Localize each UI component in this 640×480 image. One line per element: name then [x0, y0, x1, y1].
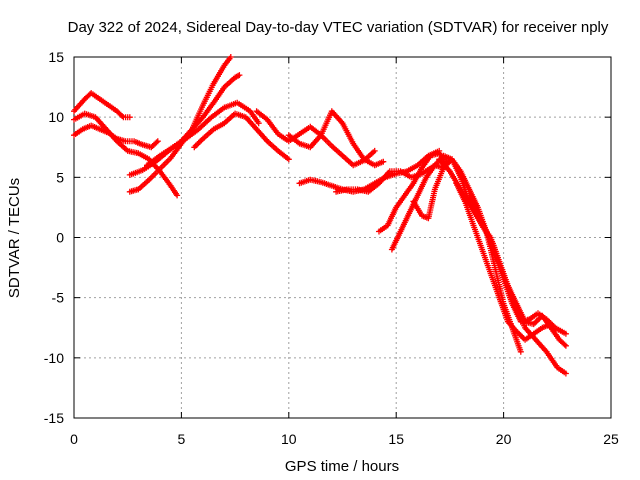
axis-ticks — [73, 56, 612, 419]
data-point-markers — [144, 99, 262, 169]
data-point-markers — [191, 110, 292, 163]
data-point-markers — [410, 156, 524, 355]
x-tick-label: 0 — [70, 431, 78, 447]
data-point-markers — [71, 90, 133, 121]
x-tick-label: 20 — [496, 431, 512, 447]
y-tick-label: 15 — [48, 49, 64, 65]
y-tick-label: -10 — [44, 350, 64, 366]
x-tick-label: 5 — [178, 431, 186, 447]
x-axis-label: GPS time / hours — [285, 458, 399, 475]
x-tick-label: 15 — [388, 431, 404, 447]
y-tick-labels: -15 -10 -5 0 5 10 15 — [44, 49, 64, 426]
data-point-markers — [453, 180, 554, 343]
data-series-track-n — [410, 156, 524, 355]
grid-lines — [74, 57, 611, 418]
data-series-track-e — [126, 72, 243, 178]
data-points — [71, 54, 569, 377]
data-point-markers — [466, 192, 569, 337]
data-point-markers — [285, 108, 387, 169]
x-tick-labels: 0 5 10 15 20 25 — [70, 431, 619, 447]
data-series-track-g — [191, 110, 292, 163]
y-tick-label: 10 — [48, 109, 64, 125]
y-axis-label: SDTVAR / TECUs — [6, 178, 23, 298]
data-series-track-q — [466, 192, 569, 337]
data-series-track-p — [453, 180, 554, 343]
x-tick-label: 25 — [603, 431, 619, 447]
data-series-track-r — [479, 222, 569, 349]
data-point-markers — [376, 150, 451, 235]
chart-title: Day 322 of 2024, Sidereal Day-to-day VTE… — [68, 19, 609, 36]
y-tick-label: -5 — [52, 290, 65, 306]
x-tick-label: 10 — [281, 431, 297, 447]
data-point-markers — [126, 72, 243, 178]
y-tick-label: -15 — [44, 410, 64, 426]
data-series-track-f — [144, 99, 262, 169]
data-point-markers — [479, 222, 569, 349]
data-series-track-l — [376, 150, 451, 235]
data-point-markers — [333, 162, 447, 195]
data-series-track-a — [71, 90, 133, 121]
y-tick-label: 0 — [56, 230, 64, 246]
data-series-track-k — [333, 162, 447, 195]
data-series-track-i — [285, 108, 387, 169]
y-tick-label: 5 — [56, 169, 64, 185]
